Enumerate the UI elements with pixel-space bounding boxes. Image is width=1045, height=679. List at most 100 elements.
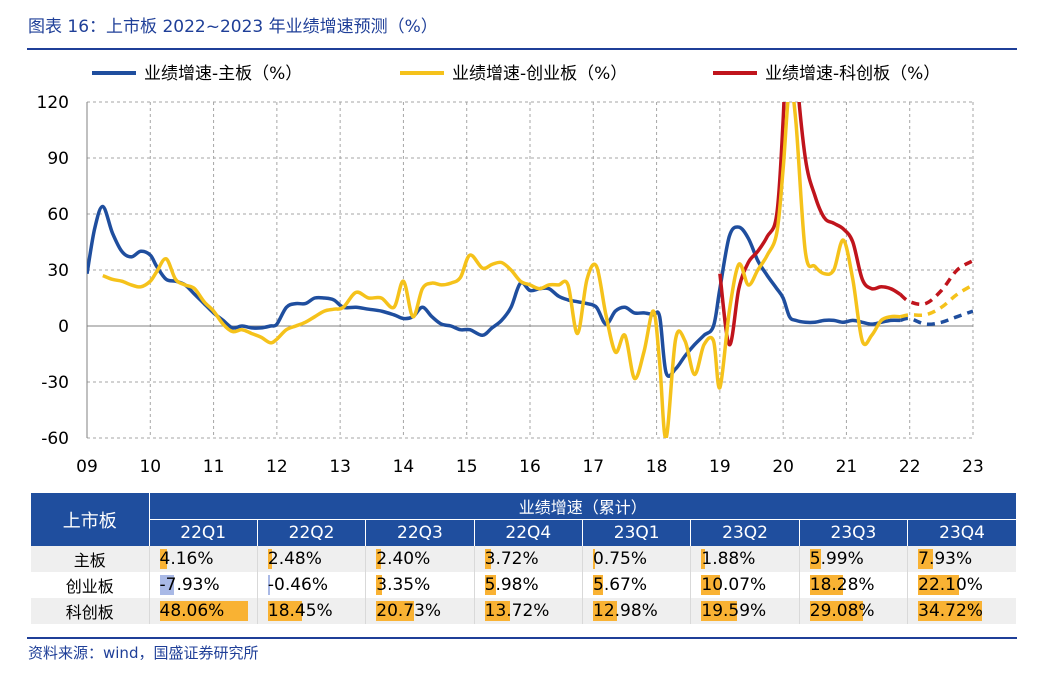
data-bar: [484, 549, 492, 569]
cell-value: -0.46%: [267, 575, 329, 595]
title-divider: [27, 48, 1017, 50]
source-divider: [27, 637, 1017, 639]
table-cell: 18.45%: [257, 598, 367, 624]
data-bar: [159, 549, 168, 569]
quarter-header: 22Q3: [365, 519, 475, 546]
x-tick-label: 10: [139, 457, 161, 477]
cell-value: 34.72%: [918, 601, 983, 621]
data-bar: [809, 575, 844, 595]
table-header-row: 上市板 业绩增速（累计）: [31, 493, 1016, 546]
x-tick-label: 18: [646, 457, 668, 477]
series-star-forecast-line: [899, 259, 973, 307]
cell-value: 12.98%: [593, 601, 658, 621]
table-cell: -0.46%: [257, 572, 367, 598]
table-cell: 19.59%: [690, 598, 800, 624]
cell-value: 3.72%: [484, 549, 539, 569]
legend-label: 业绩增速-主板（%）: [144, 64, 302, 84]
cell-value: 19.59%: [701, 601, 767, 621]
table-cell: 7.93%: [907, 546, 1016, 572]
data-bar: [267, 549, 273, 569]
data-bar: [593, 601, 617, 621]
row-label: 科创板: [31, 598, 150, 624]
x-tick-label: 23: [962, 457, 984, 477]
data-bar: [376, 601, 415, 621]
quarter-header: 22Q4: [474, 519, 584, 546]
cell-value: 3.35%: [376, 575, 431, 595]
x-tick-label: 21: [836, 457, 858, 477]
data-bar: [159, 575, 175, 595]
table-cell: 5.67%: [582, 572, 692, 598]
data-bar: [918, 575, 959, 595]
cell-value: 22.10%: [918, 575, 983, 595]
x-tick-label: 19: [709, 457, 731, 477]
table-cell: 22.10%: [908, 572, 1016, 598]
cell-value: 10.07%: [701, 575, 767, 595]
cell-value: 18.45%: [267, 601, 333, 621]
data-bar: [376, 549, 381, 569]
cell-value: 5.67%: [593, 575, 648, 595]
data-bar: [918, 549, 933, 569]
cell-value: 4.16%: [159, 549, 214, 569]
table-group-header: 业绩增速（累计）: [149, 493, 1016, 520]
data-bar: [809, 601, 864, 621]
y-tick-label: 60: [47, 205, 69, 225]
table-cell: 2.40%: [365, 546, 475, 572]
x-tick-label: 20: [772, 457, 794, 477]
y-tick-label: -60: [41, 429, 69, 449]
quarter-header: 22Q1: [149, 519, 258, 546]
table-cell: 3.72%: [474, 546, 584, 572]
cell-value: 20.73%: [376, 601, 442, 621]
x-tick-label: 16: [519, 457, 541, 477]
data-bar: [918, 601, 982, 621]
table-cell: 5.99%: [799, 546, 909, 572]
cell-value: 48.06%: [159, 601, 225, 621]
x-tick-label: 12: [266, 457, 288, 477]
data-bar: [484, 575, 496, 595]
table-cell: 10.07%: [690, 572, 800, 598]
table-corner-header: 上市板: [31, 493, 150, 546]
series-gem-forecast-line: [899, 283, 973, 319]
cell-value: 0.75%: [593, 549, 648, 569]
data-bar: [701, 601, 738, 621]
cell-value: -7.93%: [159, 575, 220, 595]
y-tick-label: 120: [37, 93, 69, 113]
quarter-header: 23Q2: [690, 519, 800, 546]
cell-value: 2.40%: [376, 549, 431, 569]
series-star-line: [718, 102, 902, 347]
table-row: 创业板 -7.93% -0.46% 3.35% 5.98% 5.67% 10.07% 18.2…: [31, 572, 1016, 598]
table-cell: 20.73%: [365, 598, 475, 624]
cell-value: 13.72%: [484, 601, 550, 621]
table-cell: 29.08%: [799, 598, 909, 624]
cell-value: 2.48%: [267, 549, 322, 569]
table-row: 主板 4.16% 2.48% 2.40% 3.72% 0.75% 1.88% 5.99% 7.9…: [31, 546, 1016, 572]
series-main-forecast-line: [899, 309, 973, 327]
cell-value: 1.88%: [701, 549, 756, 569]
table-cell: 13.72%: [474, 598, 584, 624]
table-cell: 34.72%: [907, 598, 1016, 624]
legend-label: 业绩增速-创业板（%）: [452, 64, 627, 84]
data-bar: [159, 601, 248, 621]
quarter-header: 23Q3: [799, 519, 909, 546]
cell-value: 5.99%: [809, 549, 864, 569]
data-bar: [267, 601, 302, 621]
x-tick-label: 17: [582, 457, 604, 477]
table-cell: 48.06%: [149, 598, 258, 624]
quarter-header: 23Q4: [907, 519, 1016, 546]
series-gem-line: [102, 102, 901, 438]
line-chart: 120 90 60 30 0 -30 -60 09 10 11 12 13 14 15 16 17 18 19 20…: [37, 64, 984, 477]
cell-value: 29.08%: [809, 601, 875, 621]
row-label: 创业板: [31, 572, 150, 598]
data-bar: [593, 575, 604, 595]
x-tick-label: 14: [393, 457, 415, 477]
quarter-header: 23Q1: [582, 519, 692, 546]
y-tick-label: 90: [47, 149, 69, 169]
table-cell: -7.93%: [149, 572, 258, 598]
y-tick-label: -30: [41, 373, 69, 393]
table-cell: 18.28%: [799, 572, 909, 598]
table-row: 科创板 48.06% 18.45% 20.73% 13.72% 12.98% 19.59% 2…: [31, 598, 1016, 624]
y-tick-label: 30: [47, 261, 69, 281]
cell-value: 18.28%: [809, 575, 875, 595]
cell-value: 5.98%: [484, 575, 539, 595]
table-quarter-row: 22Q1 22Q2 22Q3 22Q4 23Q1 23Q2 23Q3 23Q4: [31, 519, 1016, 546]
figure-title: 图表 16：上市板 2022~2023 年业绩增速预测（%）: [28, 17, 438, 37]
